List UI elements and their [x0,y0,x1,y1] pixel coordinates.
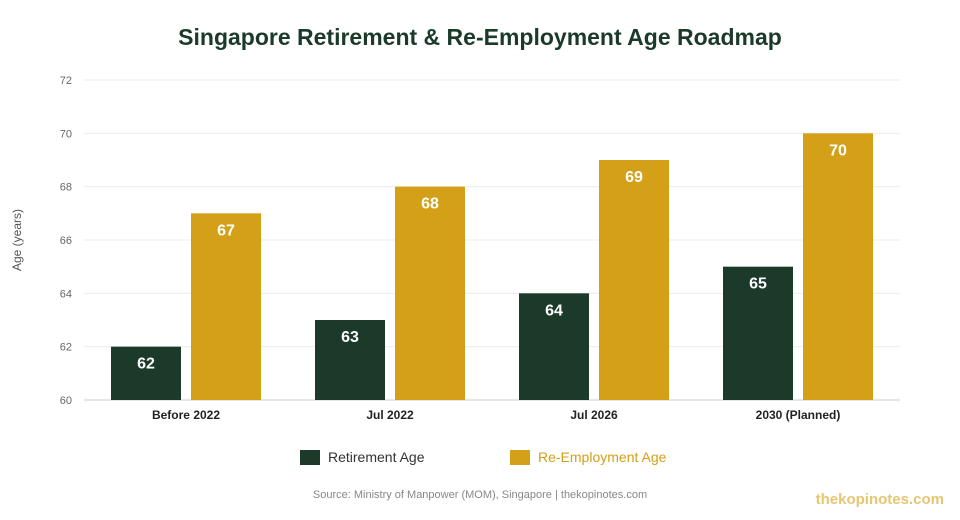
chart-title: Singapore Retirement & Re-Employment Age… [178,24,782,50]
y-axis-label: Age (years) [10,209,24,271]
bar-reemployment [191,213,261,400]
legend-label-reemployment: Re-Employment Age [538,449,667,465]
data-label: 64 [545,302,563,319]
data-label: 65 [749,276,767,293]
bar-retirement [315,320,385,400]
data-label: 63 [341,329,359,346]
data-label: 62 [137,356,155,373]
bar-retirement [519,293,589,400]
x-tick-label: Jul 2026 [570,408,618,422]
y-tick-label: 64 [60,288,72,300]
bar-reemployment [395,186,465,400]
watermark: thekopinotes.com [815,491,944,508]
legend-label-retirement: Retirement Age [328,449,425,465]
y-tick-label: 70 [60,128,72,140]
bar-retirement [111,346,181,400]
data-label: 69 [625,169,643,186]
x-tick-label: Jul 2022 [366,408,414,422]
y-tick-label: 72 [60,75,72,87]
bar-chart: 60 62 64 66 68 70 72 Age (years) 62 67 Before 2022… [10,75,900,422]
y-tick-label: 68 [60,182,72,194]
bar-reemployment [803,133,873,401]
bar-retirement [723,266,793,400]
data-label: 68 [421,196,439,213]
bar-reemployment [599,160,669,400]
data-label: 67 [217,222,235,239]
y-tick-label: 62 [60,342,72,354]
data-label: 70 [829,142,847,159]
y-tick-label: 60 [60,395,72,407]
legend-item-retirement[interactable]: Retirement Age [300,449,425,465]
legend-item-reemployment[interactable]: Re-Employment Age [510,449,666,465]
source-note: Source: Ministry of Manpower (MOM), Sing… [312,489,648,501]
x-tick-label: 2030 (Planned) [756,408,841,422]
legend-swatch-retirement [300,449,320,465]
x-tick-label: Before 2022 [152,408,220,422]
legend-swatch-reemployment [510,449,530,465]
y-tick-label: 66 [60,235,72,247]
